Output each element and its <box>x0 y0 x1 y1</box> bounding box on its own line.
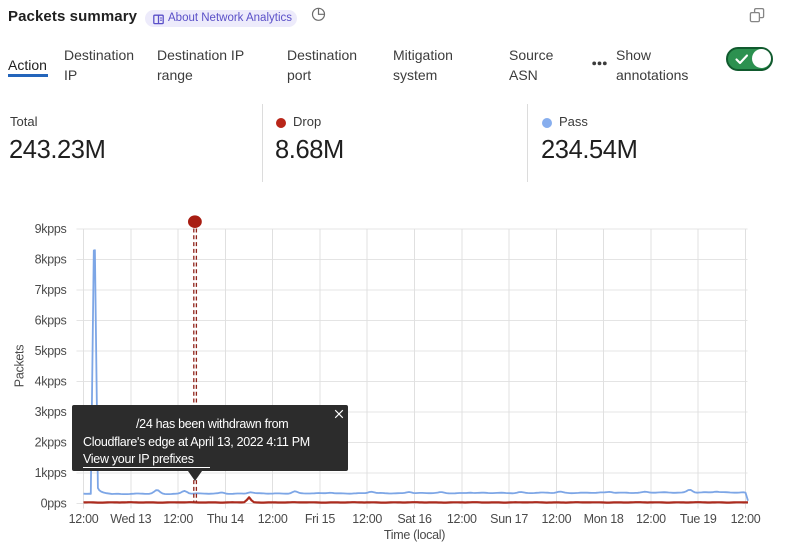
svg-text:4kpps: 4kpps <box>35 375 67 389</box>
svg-text:0pps: 0pps <box>41 497 67 511</box>
svg-text:7kpps: 7kpps <box>35 283 67 297</box>
svg-text:Sat 16: Sat 16 <box>397 512 432 526</box>
svg-text:2kpps: 2kpps <box>35 436 67 450</box>
svg-text:12:00: 12:00 <box>731 512 761 526</box>
svg-text:3kpps: 3kpps <box>35 405 67 419</box>
svg-text:6kpps: 6kpps <box>35 314 67 328</box>
svg-text:12:00: 12:00 <box>258 512 288 526</box>
svg-text:Mon 18: Mon 18 <box>584 512 624 526</box>
svg-text:12:00: 12:00 <box>69 512 99 526</box>
svg-text:5kpps: 5kpps <box>35 344 67 358</box>
svg-text:12:00: 12:00 <box>352 512 382 526</box>
svg-text:Wed 13: Wed 13 <box>110 512 151 526</box>
svg-text:Packets: Packets <box>13 345 27 387</box>
svg-text:Time (local): Time (local) <box>384 528 445 542</box>
svg-text:Sun 17: Sun 17 <box>490 512 528 526</box>
svg-text:9kpps: 9kpps <box>35 222 67 236</box>
svg-text:Tue 19: Tue 19 <box>680 512 717 526</box>
svg-text:Fri 15: Fri 15 <box>305 512 336 526</box>
svg-text:12:00: 12:00 <box>447 512 477 526</box>
svg-text:1kpps: 1kpps <box>35 466 67 480</box>
svg-text:8kpps: 8kpps <box>35 253 67 267</box>
svg-text:12:00: 12:00 <box>163 512 193 526</box>
svg-text:12:00: 12:00 <box>636 512 666 526</box>
svg-text:12:00: 12:00 <box>542 512 572 526</box>
svg-text:Thu 14: Thu 14 <box>207 512 244 526</box>
